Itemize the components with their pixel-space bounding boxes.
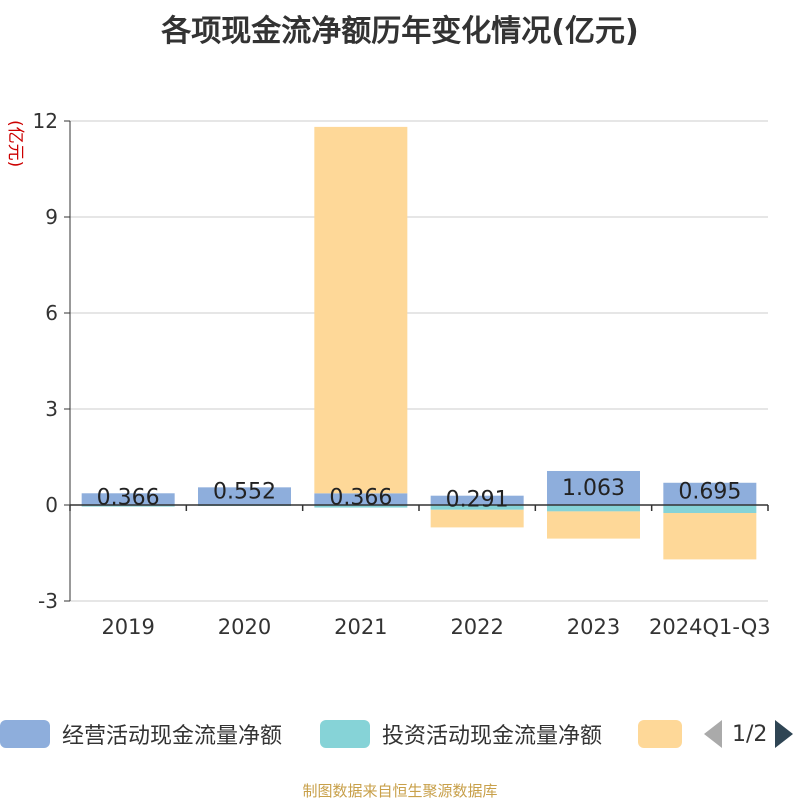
- y-tick-label: 9: [45, 205, 58, 229]
- data-label: 0.366: [329, 485, 392, 510]
- x-tick-label: 2020: [218, 615, 271, 639]
- legend-item-investing[interactable]: 投资活动现金流量净额: [320, 716, 602, 752]
- data-labels: 0.366 0.552 0.366 0.291 1.063 0.695: [97, 476, 742, 513]
- bar-operating: [430, 495, 524, 505]
- pager-prev-icon[interactable]: [704, 720, 722, 748]
- legend-swatch-investing: [320, 720, 370, 748]
- bar-financing: [314, 126, 408, 494]
- axes: -3 0 3 6 9 12 2019 2020 2021 2022 2023 2024Q1-Q3: [33, 109, 771, 639]
- bar-investing: [547, 505, 640, 512]
- bar-financing: [430, 509, 524, 528]
- bar-financing: [663, 513, 757, 560]
- bars: [81, 126, 757, 560]
- source-note: 制图数据来自恒生聚源数据库: [302, 782, 498, 800]
- pager-text: 1/2: [732, 721, 768, 747]
- bar-operating: [198, 487, 291, 505]
- y-tick-label: 3: [45, 397, 58, 421]
- data-label: 0.552: [213, 479, 276, 504]
- bar-investing: [663, 505, 757, 513]
- x-tick-label: 2022: [450, 615, 503, 639]
- legend-swatch-operating: [0, 720, 50, 748]
- bar-investing: [430, 505, 524, 510]
- bar-operating: [663, 482, 757, 505]
- legend-item-operating[interactable]: 经营活动现金流量净额: [0, 716, 282, 752]
- pager-next-icon[interactable]: [775, 720, 794, 748]
- legend-item-financing[interactable]: [638, 716, 682, 752]
- legend-pager: 1/2: [700, 716, 800, 752]
- data-label: 1.063: [562, 476, 625, 501]
- legend-label-operating: 经营活动现金流量净额: [62, 724, 283, 749]
- bar-operating: [81, 493, 175, 505]
- y-tick-label: 6: [45, 301, 58, 325]
- x-tick-label: 2023: [567, 615, 620, 639]
- bar-operating: [314, 493, 408, 505]
- y-tick-label: 0: [45, 493, 58, 517]
- bar-operating: [547, 470, 640, 505]
- x-tick-label: 2019: [101, 615, 154, 639]
- x-tick-label: 2021: [334, 615, 387, 639]
- legend-swatch-financing: [638, 720, 682, 748]
- data-label: 0.291: [446, 488, 509, 513]
- bar-investing: [314, 505, 408, 508]
- grid-lines: [70, 120, 768, 602]
- bar-investing: [81, 505, 175, 507]
- y-tick-label: 12: [33, 109, 58, 133]
- x-tick-label: 2024Q1-Q3: [649, 615, 771, 639]
- chart-title: 各项现金流净额历年变化情况(亿元): [161, 14, 639, 49]
- legend-label-investing: 投资活动现金流量净额: [382, 724, 603, 749]
- data-label: 0.695: [678, 479, 741, 504]
- bar-financing: [547, 511, 640, 539]
- y-tick-label: -3: [38, 589, 58, 613]
- bar-chart: -3 0 3 6 9 12 2019 2020 2021 2022 2023 2024Q1-Q3 0.…: [33, 109, 771, 639]
- data-label: 0.366: [97, 485, 160, 510]
- legend: 经营活动现金流量净额 投资活动现金流量净额: [0, 716, 800, 752]
